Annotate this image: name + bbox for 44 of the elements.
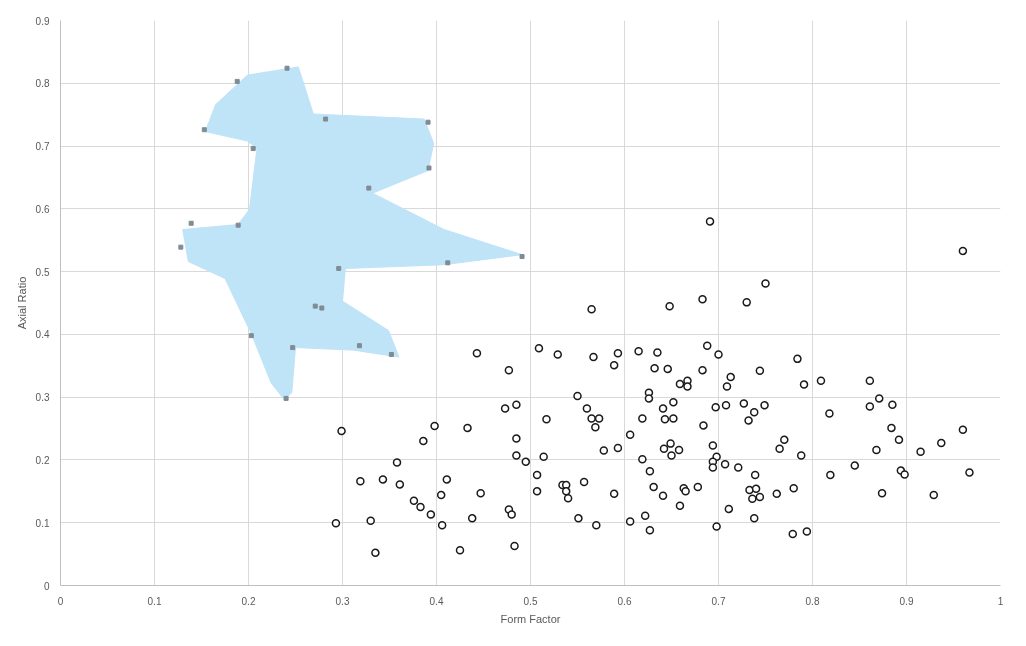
x-tick-label: 0 <box>57 595 64 607</box>
point <box>319 305 325 311</box>
y-tick-label: 0.4 <box>35 329 50 341</box>
point <box>356 343 362 349</box>
point <box>284 65 290 71</box>
y-tick-label: 0.8 <box>35 78 50 90</box>
x-axis-title: Form Factor <box>500 612 561 625</box>
point <box>234 78 240 84</box>
x-tick-label: 0.3 <box>335 595 350 607</box>
x-tick-label: 0.2 <box>241 595 256 607</box>
x-tick-label: 0.9 <box>899 595 914 607</box>
y-tick-label: 0.2 <box>35 454 50 466</box>
point <box>290 345 296 351</box>
point <box>388 351 394 357</box>
point <box>201 127 207 133</box>
x-tick-label: 1 <box>997 595 1004 607</box>
x-tick-label: 0.8 <box>805 595 820 607</box>
x-tick-label: 0.1 <box>147 595 162 607</box>
y-tick-label: 0.5 <box>35 266 50 278</box>
y-tick-label: 0.3 <box>35 392 50 404</box>
point <box>312 303 318 309</box>
point <box>445 260 451 266</box>
point <box>425 119 431 125</box>
x-tick-label: 0.7 <box>711 595 726 607</box>
point <box>235 222 241 228</box>
point <box>178 244 184 250</box>
point <box>323 116 329 122</box>
point <box>426 165 432 171</box>
y-tick-label: 0 <box>43 580 50 592</box>
y-tick-label: 0.6 <box>35 203 50 215</box>
point <box>248 333 254 339</box>
y-axis-title: Axial Ratio <box>15 276 28 330</box>
y-tick-label: 0.9 <box>35 15 50 27</box>
x-tick-label: 0.5 <box>523 595 538 607</box>
point <box>283 395 289 401</box>
point <box>250 146 256 152</box>
x-tick-label: 0.4 <box>429 595 444 607</box>
point <box>366 185 372 191</box>
x-tick-label: 0.6 <box>617 595 632 607</box>
point <box>519 254 525 260</box>
y-tick-label: 0.7 <box>35 141 50 153</box>
point <box>188 220 194 226</box>
y-tick-label: 0.1 <box>35 517 50 529</box>
point <box>336 265 342 271</box>
